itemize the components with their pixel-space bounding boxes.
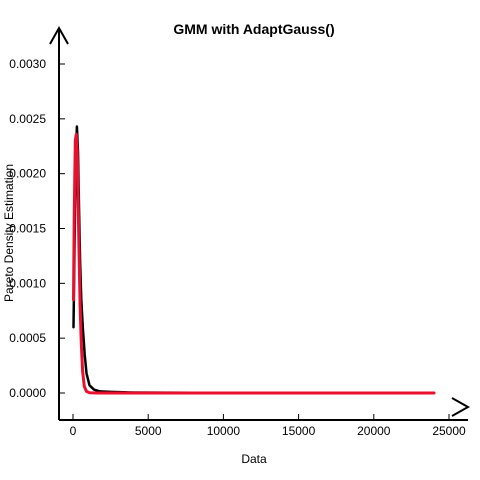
series-line-red bbox=[72, 132, 436, 395]
y-tick-label: 0.0025 bbox=[9, 112, 46, 126]
y-tick-label: 0.0020 bbox=[9, 167, 46, 181]
x-tick-label: 10000 bbox=[207, 424, 241, 438]
y-tick-label: 0.0030 bbox=[9, 57, 46, 71]
y-axis-arrowhead bbox=[49, 25, 69, 45]
x-tick-label: 20000 bbox=[357, 424, 391, 438]
series-layer bbox=[72, 125, 436, 395]
y-axis: 0.0000 0.0005 0.0010 0.0015 0.0020 0.0025 0.00… bbox=[9, 25, 69, 420]
y-tick-label: 0.0015 bbox=[9, 222, 46, 236]
y-tick-label: 0.0005 bbox=[9, 331, 46, 345]
x-axis-arrowhead bbox=[451, 397, 471, 417]
series-line-black bbox=[72, 125, 436, 395]
y-tick-label: 0.0010 bbox=[9, 276, 46, 290]
x-tick-label: 0 bbox=[70, 424, 77, 438]
x-tick-label: 15000 bbox=[282, 424, 316, 438]
x-axis-title: Data bbox=[241, 452, 267, 466]
x-ticks: 0 5000 10000 15000 20000 25000 bbox=[70, 414, 466, 438]
x-axis: 0 5000 10000 15000 20000 25000 bbox=[59, 397, 471, 438]
chart-title: GMM with AdaptGauss() bbox=[173, 21, 334, 37]
y-axis-title: Pareto Density Estimation bbox=[2, 164, 16, 302]
y-tick-label: 0.0000 bbox=[9, 386, 46, 400]
y-ticks: 0.0000 0.0005 0.0010 0.0015 0.0020 0.0025 0.00… bbox=[9, 57, 65, 400]
x-tick-label: 5000 bbox=[135, 424, 162, 438]
x-tick-label: 25000 bbox=[432, 424, 466, 438]
